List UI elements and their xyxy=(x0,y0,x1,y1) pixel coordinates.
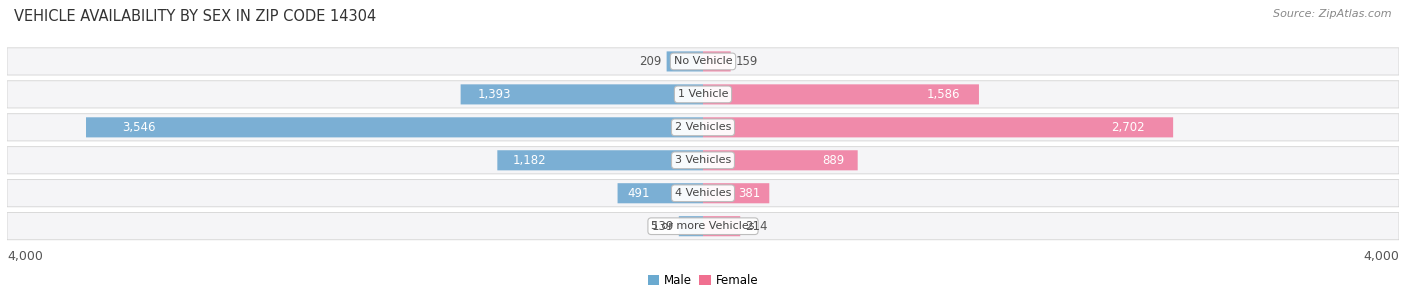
Text: 2 Vehicles: 2 Vehicles xyxy=(675,122,731,132)
Text: VEHICLE AVAILABILITY BY SEX IN ZIP CODE 14304: VEHICLE AVAILABILITY BY SEX IN ZIP CODE … xyxy=(14,9,377,24)
Text: 3 Vehicles: 3 Vehicles xyxy=(675,155,731,165)
Text: Source: ZipAtlas.com: Source: ZipAtlas.com xyxy=(1274,9,1392,19)
FancyBboxPatch shape xyxy=(7,180,1399,207)
FancyBboxPatch shape xyxy=(7,48,1399,75)
Text: 209: 209 xyxy=(640,55,661,68)
Text: 1 Vehicle: 1 Vehicle xyxy=(678,89,728,99)
FancyBboxPatch shape xyxy=(703,216,740,236)
FancyBboxPatch shape xyxy=(703,150,858,170)
FancyBboxPatch shape xyxy=(703,183,769,203)
FancyBboxPatch shape xyxy=(461,84,703,104)
Text: 889: 889 xyxy=(823,154,845,167)
Text: 159: 159 xyxy=(735,55,758,68)
FancyBboxPatch shape xyxy=(7,147,1399,174)
Text: 4,000: 4,000 xyxy=(7,250,44,263)
FancyBboxPatch shape xyxy=(666,51,703,72)
Text: 5 or more Vehicles: 5 or more Vehicles xyxy=(651,221,755,231)
Text: 1,393: 1,393 xyxy=(478,88,512,101)
FancyBboxPatch shape xyxy=(7,213,1399,240)
FancyBboxPatch shape xyxy=(617,183,703,203)
Text: 1,586: 1,586 xyxy=(927,88,960,101)
FancyBboxPatch shape xyxy=(498,150,703,170)
FancyBboxPatch shape xyxy=(703,51,731,72)
FancyBboxPatch shape xyxy=(703,117,1173,137)
Text: 4 Vehicles: 4 Vehicles xyxy=(675,188,731,198)
Text: 139: 139 xyxy=(651,220,673,233)
Text: No Vehicle: No Vehicle xyxy=(673,56,733,66)
Text: 491: 491 xyxy=(627,187,650,200)
Text: 1,182: 1,182 xyxy=(513,154,547,167)
FancyBboxPatch shape xyxy=(7,81,1399,108)
Text: 4,000: 4,000 xyxy=(1362,250,1399,263)
FancyBboxPatch shape xyxy=(703,84,979,104)
Text: 2,702: 2,702 xyxy=(1111,121,1144,134)
Legend: Male, Female: Male, Female xyxy=(643,270,763,292)
Text: 3,546: 3,546 xyxy=(122,121,156,134)
FancyBboxPatch shape xyxy=(86,117,703,137)
FancyBboxPatch shape xyxy=(7,114,1399,141)
Text: 214: 214 xyxy=(745,220,768,233)
Text: 381: 381 xyxy=(738,187,761,200)
FancyBboxPatch shape xyxy=(679,216,703,236)
